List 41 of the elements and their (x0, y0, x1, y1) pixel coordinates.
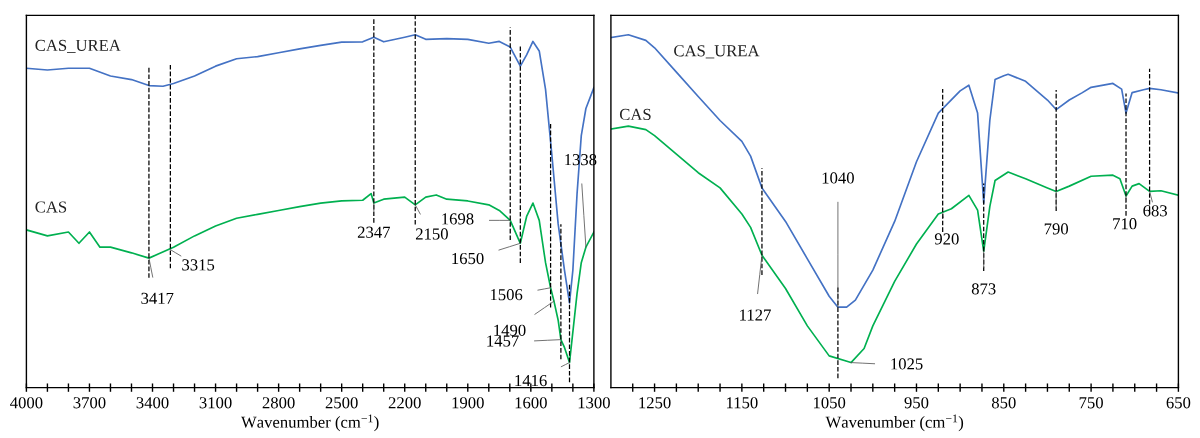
x-tick-label: 2800 (262, 397, 295, 409)
annotation: 1650 (452, 252, 484, 265)
x-tick-label: 1600 (515, 397, 547, 409)
annotation: 1698 (442, 213, 474, 225)
series-label: CAS_UREA (674, 45, 760, 59)
annotation: 3315 (182, 259, 215, 271)
x-tick-label: 950 (904, 397, 929, 409)
x-tick-label: 2500 (325, 397, 358, 409)
x-axis-title: Wavenumber (cm$^{−1}$) (825, 414, 964, 432)
x-tick-label: 3700 (73, 397, 106, 409)
x-tick-label: 3400 (136, 397, 169, 409)
annotation: 683 (1143, 205, 1167, 217)
x-tick-label: 650 (1166, 397, 1191, 409)
x-tick-label: 4000 (10, 397, 43, 409)
annotation: 2150 (415, 228, 448, 240)
series-label: CAS_UREA (35, 39, 121, 53)
annotation: 873 (971, 283, 996, 295)
annotation: 2347 (357, 226, 391, 238)
annotation: 3417 (141, 292, 174, 304)
annotation: 710 (1113, 218, 1137, 230)
x-tick-label: 3100 (199, 397, 232, 409)
x-tick-label: 1050 (813, 397, 846, 409)
annotation: 1025 (891, 358, 923, 370)
x-tick-label: 750 (1079, 397, 1103, 409)
annotation: 920 (934, 233, 959, 245)
annotation: 1127 (740, 309, 771, 321)
series-label: CAS (619, 108, 651, 121)
annotation: 790 (1044, 223, 1069, 235)
x-tick-label: 850 (991, 397, 1016, 409)
x-axis-title: Wavenumber (cm$^{−1}$) (240, 414, 379, 432)
x-tick-label: 1250 (639, 397, 671, 409)
x-tick-label: 1150 (726, 397, 758, 409)
annotation: 1416 (515, 374, 547, 387)
x-tick-label: 1300 (578, 397, 610, 409)
series-label: CAS (35, 201, 67, 213)
annotation: 1506 (490, 289, 523, 301)
annotation: 1457 (487, 335, 519, 347)
annotation: 1040 (822, 172, 854, 184)
x-tick-label: 2200 (388, 397, 421, 409)
annotation: 1490 (494, 324, 526, 336)
x-tick-label: 1900 (452, 397, 484, 409)
